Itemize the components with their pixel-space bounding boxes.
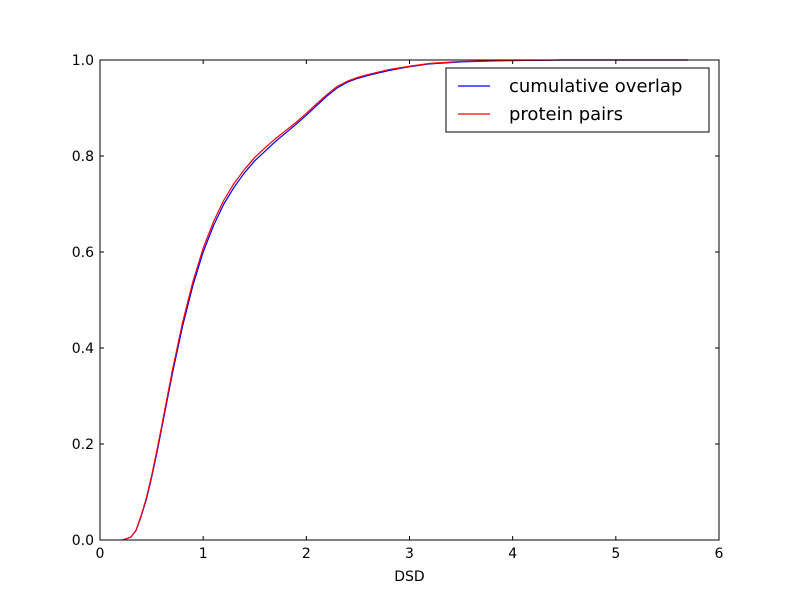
- ticks-layer: 0 1 2 3 4 5 6 0.0 0.2 0.4 0.6 0.8 1.0: [72, 53, 724, 562]
- plot-area: [100, 60, 719, 540]
- y-tick-label: 0.6: [72, 245, 94, 261]
- y-tick-label: 0.4: [72, 341, 94, 357]
- x-tick-label: 5: [611, 546, 620, 562]
- x-tick-label: 0: [96, 546, 105, 562]
- y-tick-label: 1.0: [72, 53, 94, 69]
- x-axis-label: DSD: [394, 569, 424, 585]
- x-tick-label: 4: [508, 546, 517, 562]
- legend-label-1: cumulative overlap: [509, 76, 682, 97]
- x-tick-label: 1: [199, 546, 208, 562]
- x-tick-label: 3: [405, 546, 414, 562]
- legend-box: [445, 67, 710, 133]
- legend: cumulative overlap protein pairs: [445, 67, 710, 133]
- y-tick-label: 0.2: [72, 437, 94, 453]
- series-layer: [122, 59, 689, 541]
- y-tick-label: 0.8: [72, 149, 94, 165]
- x-tick-label: 6: [715, 546, 724, 562]
- series-line-2: [122, 59, 689, 541]
- y-tick-label: 0.0: [72, 533, 94, 549]
- legend-label-2: protein pairs: [509, 104, 623, 125]
- x-tick-label: 2: [302, 546, 311, 562]
